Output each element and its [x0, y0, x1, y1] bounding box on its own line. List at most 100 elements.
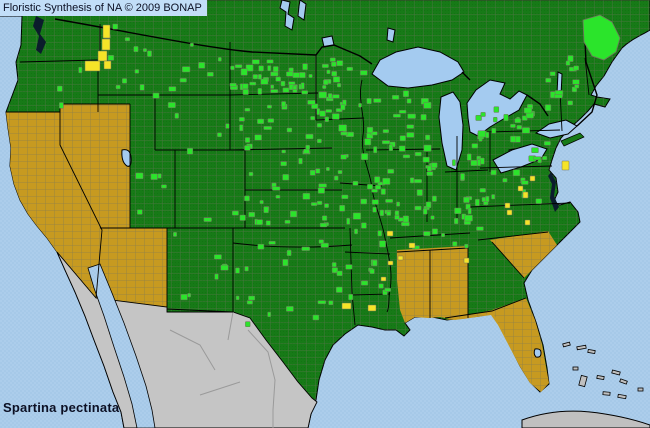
present-county — [232, 210, 239, 216]
present-county — [259, 200, 264, 205]
present-county — [234, 64, 243, 69]
puget-sound — [33, 16, 46, 54]
present-county — [572, 79, 580, 85]
present-county — [267, 65, 272, 71]
state-border-line — [479, 165, 553, 169]
present-county — [115, 84, 121, 90]
present-county — [167, 102, 176, 108]
present-county — [268, 241, 276, 245]
present-county — [333, 76, 341, 83]
present-county — [275, 76, 281, 82]
present-county — [179, 78, 187, 83]
rare-county — [463, 257, 470, 264]
present-county — [186, 147, 194, 155]
mexico-state-borders — [169, 311, 276, 428]
present-county — [245, 64, 254, 72]
present-county — [310, 202, 318, 206]
present-county — [240, 68, 248, 76]
present-county — [432, 228, 438, 235]
present-county — [549, 71, 556, 76]
present-county — [401, 222, 410, 227]
present-county — [307, 100, 316, 105]
chesapeake-bay — [548, 172, 559, 212]
bahamas-island — [619, 378, 628, 385]
present-county — [257, 243, 265, 250]
present-county — [476, 226, 484, 231]
present-county — [565, 60, 571, 66]
present-county — [214, 254, 222, 260]
present-county — [354, 228, 358, 235]
present-county — [332, 94, 340, 99]
present-county — [466, 153, 472, 161]
present-county — [258, 65, 264, 72]
state-border-line — [477, 231, 549, 241]
present-county — [407, 113, 416, 119]
present-county — [173, 232, 177, 237]
present-county — [289, 210, 298, 218]
present-county — [317, 187, 325, 194]
present-county — [134, 69, 140, 74]
present-county — [324, 116, 329, 122]
present-county — [402, 154, 411, 159]
present-county — [284, 219, 291, 224]
present-county — [310, 116, 316, 121]
present-county — [318, 239, 324, 244]
species-name-label: Spartina pectinata — [3, 400, 120, 415]
present-county — [286, 249, 292, 256]
present-county — [430, 162, 438, 168]
present-county — [336, 60, 344, 67]
present-county — [380, 188, 386, 195]
present-county — [394, 215, 400, 220]
present-county — [302, 63, 308, 70]
present-county — [372, 259, 378, 267]
present-county — [286, 127, 293, 133]
present-county — [574, 84, 580, 89]
present-county — [249, 81, 257, 86]
present-county — [531, 147, 539, 153]
present-county — [292, 72, 300, 78]
present-county — [388, 144, 393, 151]
rare-county — [97, 50, 108, 62]
present-county — [244, 145, 251, 151]
present-county — [302, 193, 311, 200]
present-county — [535, 198, 542, 204]
present-county — [379, 240, 386, 248]
present-county — [470, 160, 478, 166]
present-county — [545, 78, 552, 83]
rare-county — [524, 219, 531, 226]
state-border-line — [232, 242, 353, 248]
present-county — [308, 74, 313, 78]
state-border-line — [584, 57, 590, 96]
present-county — [270, 71, 279, 77]
present-county — [286, 71, 294, 77]
present-county — [152, 92, 160, 99]
gulf-of-california — [87, 263, 156, 428]
present-county — [189, 42, 194, 47]
present-county — [303, 148, 310, 154]
present-county — [340, 131, 348, 136]
present-county — [423, 144, 432, 152]
present-county — [352, 212, 362, 220]
present-county — [543, 141, 551, 146]
state-border-line — [344, 251, 391, 255]
state-border-line — [491, 241, 525, 279]
present-county — [364, 138, 372, 146]
present-county — [147, 50, 152, 57]
present-county — [323, 79, 329, 85]
present-county — [366, 126, 374, 134]
long-island — [560, 132, 585, 147]
present-county — [493, 106, 500, 113]
lake-superior — [371, 46, 465, 89]
present-county — [360, 280, 369, 286]
bahamas-island — [576, 344, 587, 351]
present-county — [554, 94, 563, 99]
present-county — [107, 55, 115, 61]
present-county — [331, 71, 338, 77]
present-county — [345, 264, 353, 270]
lake-manitoba — [297, 0, 307, 21]
present-county — [137, 209, 143, 215]
present-county — [319, 110, 326, 117]
present-county — [316, 108, 320, 115]
present-county — [382, 177, 391, 185]
state-border-line — [339, 182, 383, 187]
